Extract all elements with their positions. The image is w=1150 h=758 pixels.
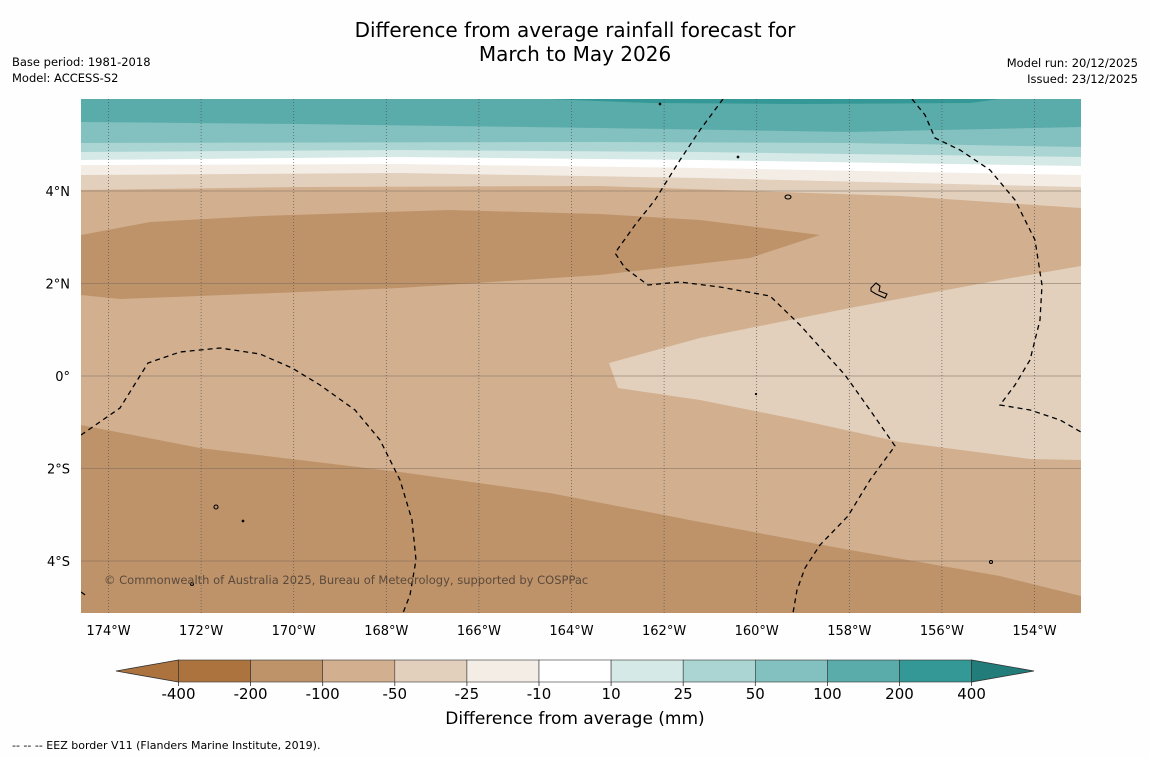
island <box>870 282 888 299</box>
lon-label: 158°W <box>827 624 871 639</box>
eez-border-west <box>81 347 417 613</box>
colorbar-tick-label: -100 <box>306 685 340 703</box>
colorbar-swatch <box>827 659 900 683</box>
colorbar-tick-label: -200 <box>234 685 268 703</box>
eez-footnote: -- -- -- EEZ border V11 (Flanders Marine… <box>12 739 321 752</box>
lat-label: 4°N <box>46 185 71 200</box>
copyright-text: © Commonwealth of Australia 2025, Bureau… <box>104 573 588 587</box>
lon-label: 174°W <box>86 624 130 639</box>
eez-border-east <box>911 99 1081 433</box>
colorbar-tick-label: 50 <box>746 685 765 703</box>
lon-label: 154°W <box>1012 624 1056 639</box>
colorbar-extend-low <box>115 659 179 683</box>
colorbar-swatch <box>322 659 396 683</box>
issued-label: Issued: 23/12/2025 <box>1027 72 1138 86</box>
field-band-100 <box>81 99 1081 132</box>
colorbar-tick-label: -50 <box>383 685 408 703</box>
eez-borders <box>81 99 1081 613</box>
islands <box>189 102 994 587</box>
meta-left: Base period: 1981-2018 Model: ACCESS-S2 <box>12 54 151 86</box>
island <box>754 392 758 396</box>
field-dry-tongue-north <box>81 210 820 299</box>
lon-label: 168°W <box>364 624 408 639</box>
colorbar-swatch <box>250 659 324 683</box>
colorbar-tick-label: 25 <box>674 685 693 703</box>
lat-label: 0° <box>55 370 70 385</box>
field-dry-south <box>81 425 1081 613</box>
base-period-label: Base period: 1981-2018 <box>12 55 151 69</box>
lat-label: 4°S <box>47 555 70 570</box>
colorbar-swatch <box>394 659 468 683</box>
island <box>658 102 662 106</box>
colorbar-swatch <box>682 659 756 683</box>
colorbar-title: Difference from average (mm) <box>445 709 705 729</box>
lat-label: 2°S <box>47 463 70 478</box>
island <box>784 194 792 200</box>
colorbar-tick-label: 200 <box>885 685 914 703</box>
colorbar-tick-label: -10 <box>527 685 552 703</box>
model-run-label: Model run: 20/12/2025 <box>1006 56 1138 70</box>
lat-label: 2°N <box>46 278 71 293</box>
colorbar-tick-label: -25 <box>455 685 480 703</box>
lon-label: 172°W <box>179 624 223 639</box>
colorbar-tick-label: 10 <box>602 685 621 703</box>
lon-label: 162°W <box>642 624 686 639</box>
colorbar-swatch <box>610 659 684 683</box>
colorbar-swatch <box>466 659 540 683</box>
eez-border-fragment <box>81 591 89 598</box>
island <box>213 504 219 510</box>
field-less-dry-east <box>609 266 1081 460</box>
colorbar-extend-high <box>971 659 1035 683</box>
meta-right: Model run: 20/12/2025 Issued: 23/12/2025 <box>1007 55 1138 87</box>
island <box>241 519 245 523</box>
island <box>189 581 195 587</box>
rainfall-field[interactable] <box>81 99 1081 613</box>
colorbar-swatch <box>754 659 828 683</box>
model-label: Model: ACCESS-S2 <box>12 71 119 85</box>
field-band-200 <box>548 99 1000 104</box>
colorbar-swatch <box>899 659 972 683</box>
lon-label: 160°W <box>735 624 779 639</box>
colorbar-tick-label: 400 <box>957 685 986 703</box>
colorbar: -400 -200 -100 -50 -25 -10 10 25 50 100 200 400 <box>115 659 1035 703</box>
colorbar-tick-label: 100 <box>813 685 842 703</box>
lon-label: 156°W <box>920 624 964 639</box>
colorbar-tick-label: -400 <box>161 685 195 703</box>
island <box>736 155 740 159</box>
title-line-1: Difference from average rainfall forecas… <box>354 18 796 42</box>
chart-title: Difference from average rainfall forecas… <box>0 18 1150 66</box>
latitude-labels: 4°N 2°N 0° 2°S 4°S <box>46 185 71 570</box>
longitude-labels: 174°W 172°W 170°W 168°W 166°W 164°W 162°W 160°W… <box>86 624 1056 639</box>
graticule <box>81 99 1081 613</box>
lon-label: 164°W <box>549 624 593 639</box>
island <box>988 559 994 565</box>
lon-label: 170°W <box>272 624 316 639</box>
lon-label: 166°W <box>457 624 501 639</box>
title-line-2: March to May 2026 <box>478 42 672 66</box>
colorbar-swatch <box>178 659 251 683</box>
colorbar-swatch <box>538 659 612 683</box>
